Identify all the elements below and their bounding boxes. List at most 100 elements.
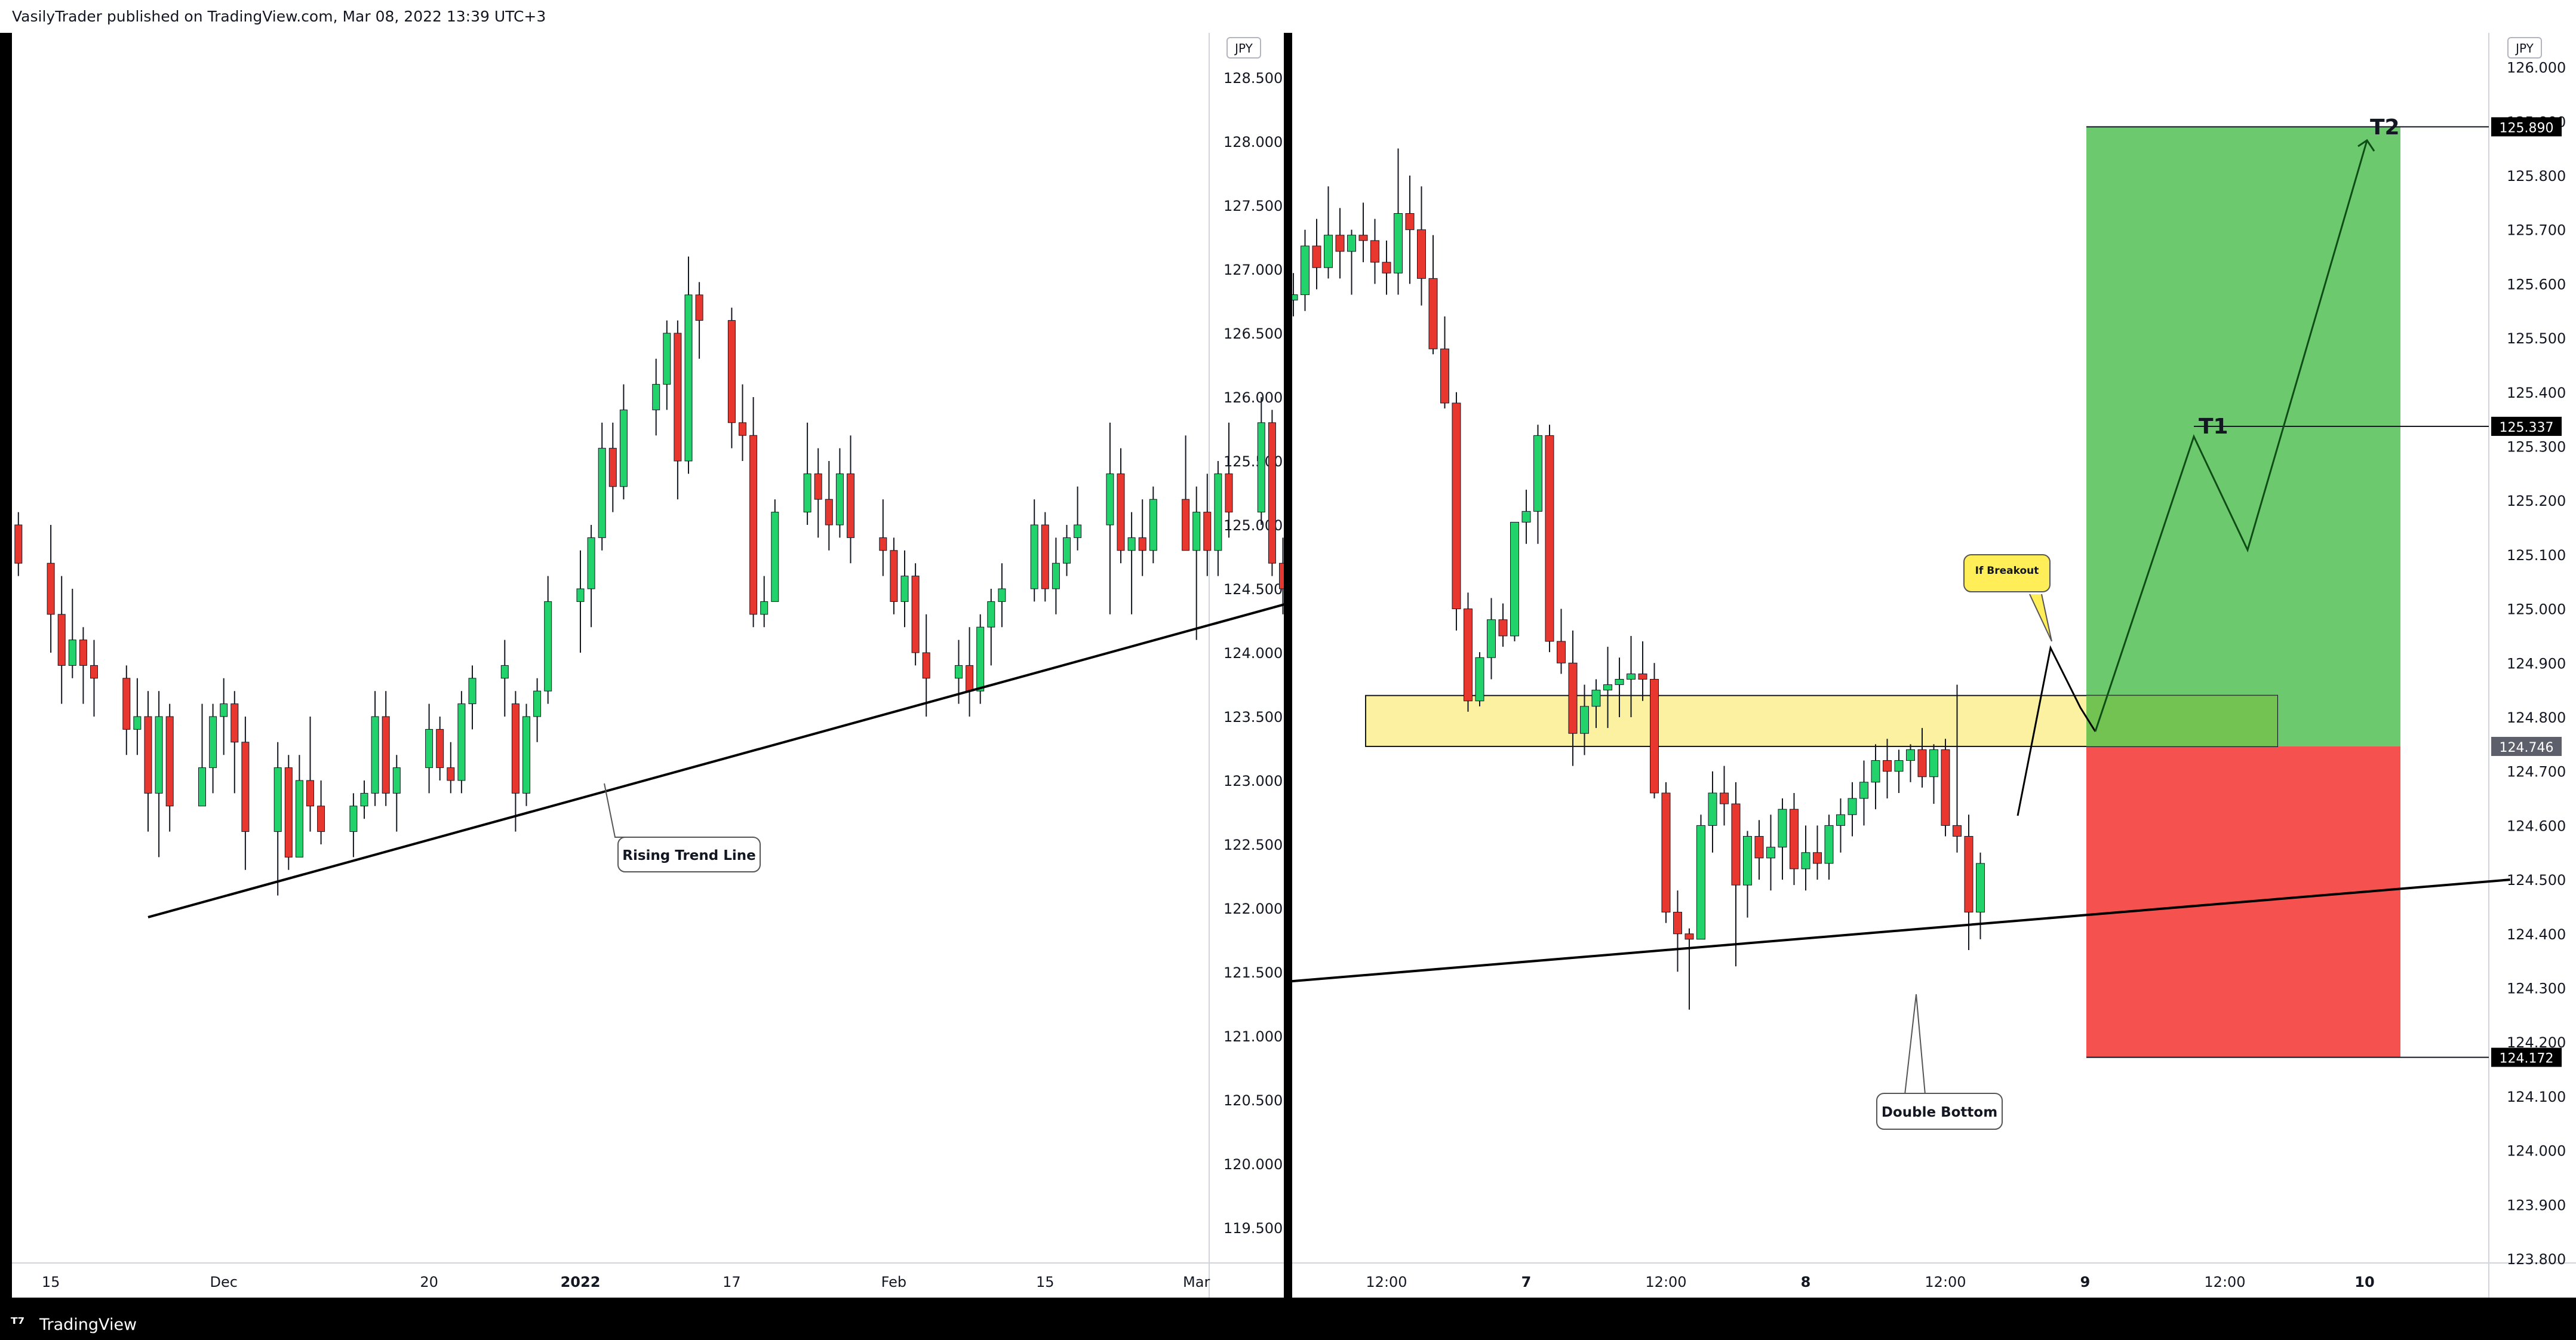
candle-body[interactable]: [1405, 213, 1415, 230]
candle-body[interactable]: [1487, 619, 1496, 658]
candle-body[interactable]: [1138, 537, 1146, 551]
candle-body[interactable]: [1370, 240, 1379, 263]
candle-body[interactable]: [976, 626, 985, 691]
candle-body[interactable]: [1074, 524, 1082, 538]
candle-body[interactable]: [598, 448, 606, 538]
candle-body[interactable]: [1731, 803, 1741, 886]
candle-body[interactable]: [295, 780, 303, 858]
candle-body[interactable]: [165, 716, 174, 807]
candle-body[interactable]: [1347, 235, 1356, 252]
left-chart-panel[interactable]: 119.500 120.000 120.500 121.000 121.500 122.0…: [0, 13, 1597, 1298]
candle-body[interactable]: [1743, 836, 1752, 886]
candle-body[interactable]: [544, 601, 552, 691]
candle-body[interactable]: [230, 703, 239, 743]
breakout-projection[interactable]: [2016, 645, 2097, 816]
candle-body[interactable]: [695, 294, 703, 321]
candle-body[interactable]: [1976, 863, 1985, 913]
candle-body[interactable]: [1279, 563, 1287, 589]
rising-trend-line-callout[interactable]: Rising Trend Line: [604, 783, 761, 872]
candle-body[interactable]: [1557, 641, 1566, 663]
candle-body[interactable]: [1708, 792, 1717, 826]
candle-body[interactable]: [198, 767, 206, 807]
candle-body[interactable]: [1417, 229, 1426, 279]
candle-body[interactable]: [847, 473, 854, 538]
candle-body[interactable]: [1941, 749, 1950, 826]
candle-body[interactable]: [1813, 852, 1822, 864]
candle-body[interactable]: [1257, 422, 1265, 513]
if-breakout-callout[interactable]: If Breakout: [1963, 554, 2052, 642]
candle-body[interactable]: [1801, 852, 1810, 869]
candle-body[interactable]: [576, 588, 585, 602]
candle-body[interactable]: [1894, 760, 1904, 772]
candle-body[interactable]: [879, 537, 887, 551]
candle-body[interactable]: [998, 588, 1006, 602]
candle-body[interactable]: [1591, 690, 1601, 707]
candle-body[interactable]: [1382, 262, 1391, 273]
target-projection[interactable]: [2094, 140, 2368, 732]
candle-body[interactable]: [760, 601, 769, 615]
double-bottom-callout[interactable]: Double Bottom: [1876, 994, 2003, 1130]
long-position-target-zone[interactable]: [2086, 127, 2400, 746]
candle-body[interactable]: [1627, 673, 1636, 680]
candle-body[interactable]: [382, 716, 390, 794]
candle-body[interactable]: [1848, 798, 1857, 815]
candle-body[interactable]: [122, 678, 131, 730]
candle-body[interactable]: [457, 703, 466, 781]
candle-body[interactable]: [371, 716, 379, 794]
candle-body[interactable]: [1312, 245, 1321, 268]
candle-body[interactable]: [1929, 749, 1938, 777]
candle-body[interactable]: [771, 512, 779, 602]
candle-body[interactable]: [1545, 435, 1554, 642]
candle-body[interactable]: [1358, 235, 1368, 241]
candle-body[interactable]: [425, 729, 434, 769]
candle-body[interactable]: [1203, 512, 1212, 551]
candle-body[interactable]: [511, 703, 519, 794]
candle-body[interactable]: [1510, 521, 1519, 637]
candle-body[interactable]: [1883, 760, 1892, 772]
candle-body[interactable]: [1394, 213, 1403, 273]
candle-body[interactable]: [1871, 760, 1880, 783]
candle-body[interactable]: [155, 716, 163, 794]
candle-body[interactable]: [663, 333, 671, 385]
tradingview-logo-icon[interactable]: ᵀ⁷: [11, 1315, 25, 1333]
candle-body[interactable]: [1638, 673, 1647, 680]
candle-body[interactable]: [522, 716, 530, 794]
candle-body[interactable]: [1452, 402, 1461, 610]
candle-body[interactable]: [803, 473, 811, 513]
right-chart[interactable]: 123.800123.900124.000124.100124.200124.3…: [1265, 33, 2576, 1298]
candle-body[interactable]: [814, 473, 822, 500]
candle-body[interactable]: [1440, 348, 1449, 404]
left-chart[interactable]: 119.500 120.000 120.500 121.000 121.500 122.0…: [0, 13, 1597, 1298]
candle-body[interactable]: [922, 652, 930, 679]
candle-body[interactable]: [47, 563, 55, 615]
candle-body[interactable]: [241, 742, 250, 832]
candle-body[interactable]: [955, 665, 963, 679]
candle-body[interactable]: [1521, 511, 1531, 523]
candle-body[interactable]: [1475, 657, 1484, 702]
candle-body[interactable]: [1650, 679, 1659, 794]
candle-body[interactable]: [900, 576, 909, 602]
candle-body[interactable]: [1917, 749, 1927, 777]
candle-body[interactable]: [684, 294, 693, 462]
candle-body[interactable]: [890, 550, 898, 602]
candle-body[interactable]: [1953, 825, 1962, 837]
candle-body[interactable]: [1754, 836, 1764, 859]
candle-body[interactable]: [1580, 706, 1589, 734]
candle-body[interactable]: [1836, 814, 1845, 826]
candle-body[interactable]: [1127, 537, 1136, 551]
candle-body[interactable]: [79, 640, 87, 666]
candle-body[interactable]: [220, 703, 228, 717]
candle-body[interactable]: [1790, 809, 1799, 869]
candle-body[interactable]: [1268, 422, 1276, 564]
candle-body[interactable]: [349, 806, 358, 832]
candle-body[interactable]: [1906, 749, 1915, 761]
candle-body[interactable]: [608, 448, 617, 487]
candle-body[interactable]: [587, 537, 595, 589]
candle-body[interactable]: [392, 767, 401, 794]
candle-body[interactable]: [1720, 792, 1729, 804]
candle-body[interactable]: [911, 576, 920, 653]
candle-body[interactable]: [436, 729, 444, 769]
candle-body[interactable]: [1106, 473, 1114, 525]
candle-body[interactable]: [1324, 235, 1333, 268]
candle-body[interactable]: [468, 678, 477, 705]
